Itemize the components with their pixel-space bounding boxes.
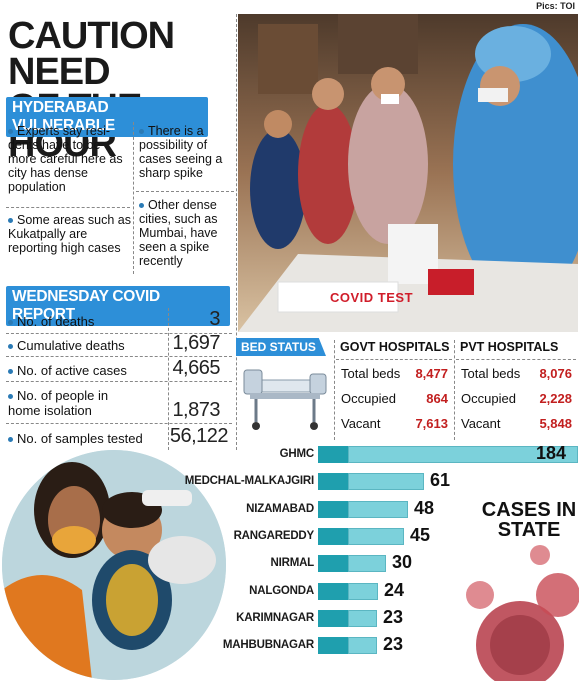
- bar-left-cap: [318, 555, 348, 573]
- pvt-row-value: 8,076: [539, 366, 572, 381]
- chart-title: CASES IN STATE: [474, 500, 579, 540]
- pvt-row-label: Occupied: [461, 391, 516, 406]
- bar-value-label: 24: [384, 579, 405, 600]
- bar-left-cap: [318, 637, 348, 655]
- pvt-row-label: Total beds: [461, 366, 521, 381]
- report-row-label: No. of active cases: [8, 363, 168, 378]
- bar-value-label: 184: [536, 443, 567, 463]
- vulnerable-point: There is a possibility of cases seeing a…: [139, 124, 235, 180]
- virus-illustration: [466, 545, 579, 681]
- pvt-row-value: 2,228: [539, 391, 572, 406]
- photo-credit: Pics: TOI: [536, 1, 575, 11]
- govt-row-value: 864: [426, 391, 448, 406]
- bar-left-cap: [318, 500, 348, 518]
- report-row-label: Cumulative deaths: [8, 338, 168, 353]
- report-row-value: 3: [209, 308, 220, 330]
- report-row-label: No. of deaths: [8, 314, 168, 329]
- bar-category-label: RANGAREDDY: [233, 529, 315, 542]
- bar-category-label: NALGONDA: [249, 584, 314, 597]
- govt-row-label: Occupied: [341, 391, 396, 406]
- pvt-row-value: 5,848: [539, 416, 572, 431]
- vulnerable-point: Other dense cities, such as Mumbai, have…: [139, 198, 235, 268]
- report-row-label: No. of samples tested: [8, 431, 168, 446]
- chart-area: [330, 445, 579, 681]
- bar: [348, 582, 378, 600]
- bar-left-cap: [318, 473, 348, 491]
- bar-category-label: NIZAMABAD: [246, 502, 314, 515]
- bar-value-label: 48: [414, 497, 435, 518]
- govt-row-value: 8,477: [415, 366, 448, 381]
- chart-title-line-1: CASES IN: [481, 499, 577, 521]
- bar-category-label: GHMC: [279, 448, 315, 460]
- bar: [348, 609, 377, 627]
- report-row-value: 4,665: [172, 357, 220, 379]
- bar-left-cap: [318, 446, 348, 463]
- bar: [348, 555, 386, 573]
- headline-line-1: CAUTION NEED: [8, 15, 175, 93]
- bar-left-cap: [318, 527, 348, 545]
- bar: [348, 637, 377, 655]
- hospital-bed-icon: [240, 360, 332, 436]
- bar-category-label: NIRMAL: [270, 557, 314, 570]
- covid-test-scene: [238, 14, 578, 332]
- bar-left-cap: [318, 609, 348, 627]
- vulnerable-point: Experts say resi- dents have to be more …: [8, 124, 132, 194]
- pvt-hospitals-title: PVT HOSPITALS: [460, 340, 559, 354]
- bar-left-cap: [318, 582, 348, 600]
- bar: [348, 500, 408, 518]
- report-row-value: 1,697: [172, 332, 220, 354]
- bar: [348, 446, 578, 463]
- govt-hospitals-title: GOVT HOSPITALS: [340, 340, 450, 354]
- chart-title-line-2: STATE: [497, 519, 561, 541]
- bar-value-label: 30: [392, 552, 413, 573]
- govt-row-label: Total beds: [341, 366, 401, 381]
- bed-status-tag: BED STATUS: [236, 338, 326, 356]
- bar-category-label: KARIMNAGAR: [236, 611, 314, 624]
- bar-value-label: 23: [383, 634, 404, 655]
- covid-test-photo: COVID TEST: [238, 14, 578, 332]
- govt-row-value: 7,613: [415, 416, 448, 431]
- bar-value-label: 23: [383, 606, 404, 627]
- pvt-row-label: Vacant: [461, 416, 501, 431]
- mother-child-photo: [2, 450, 226, 680]
- bar-category-label: MAHBUBNAGAR: [222, 639, 314, 652]
- covid-test-sign: COVID TEST: [330, 290, 414, 305]
- bar-value-label: 45: [410, 524, 431, 545]
- report-row-label: No. of people in home isolation: [8, 388, 128, 418]
- govt-row-label: Vacant: [341, 416, 381, 431]
- bar: [348, 527, 404, 545]
- bar-category-label: MEDCHAL-MALKAJGIRI: [184, 475, 314, 488]
- bar: [348, 473, 424, 491]
- vulnerable-point: Some areas such as Kukatpally are report…: [8, 213, 131, 255]
- bar-value-label: 61: [430, 470, 451, 491]
- report-row-value: 56,122: [169, 425, 229, 447]
- report-row-value: 1,873: [172, 399, 220, 421]
